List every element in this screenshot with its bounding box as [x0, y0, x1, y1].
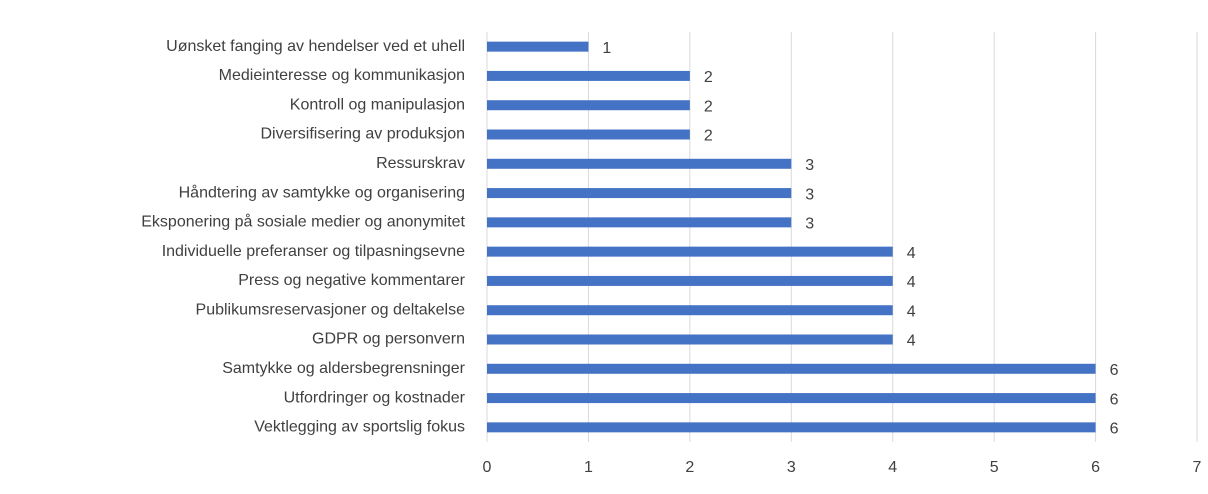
y-tick-label: Individuelle preferanser og tilpasningse… [162, 243, 465, 260]
bar [487, 100, 690, 111]
data-label: 4 [907, 303, 916, 320]
y-tick-label: Ressurskrav [376, 155, 465, 172]
data-label: 6 [1110, 362, 1119, 379]
data-label: 2 [704, 128, 713, 145]
data-label: 3 [805, 216, 814, 233]
y-tick-label: Samtykke og aldersbegrensninger [222, 360, 465, 377]
y-tick-label: Uønsket fanging av hendelser ved et uhel… [166, 38, 465, 55]
data-label: 4 [907, 333, 916, 350]
data-label: 3 [805, 186, 814, 203]
bar [487, 246, 893, 257]
bar [487, 41, 589, 52]
y-tick-label: Håndtering av samtykke og organisering [179, 183, 465, 201]
x-tick-label: 0 [483, 459, 492, 476]
y-tick-label: Press og negative kommentarer [238, 272, 465, 289]
x-tick-label: 1 [584, 459, 593, 476]
bar [487, 422, 1096, 433]
y-tick-label: Utfordringer og kostnader [284, 389, 466, 406]
y-tick-label: Medieinteresse og kommunikasjon [219, 67, 465, 84]
data-label: 1 [602, 40, 611, 57]
bar [487, 70, 690, 81]
y-tick-label: Vektlegging av sportslig fokus [254, 419, 465, 436]
data-label: 4 [907, 245, 916, 262]
bar [487, 334, 893, 345]
bar [487, 393, 1096, 404]
bar [487, 158, 792, 169]
x-tick-label: 3 [787, 459, 796, 476]
bar [487, 129, 690, 140]
y-tick-label: GDPR og personvern [312, 331, 465, 348]
y-tick-label: Diversifisering av produksjon [260, 126, 465, 143]
data-label: 2 [704, 98, 713, 115]
data-label: 6 [1110, 421, 1119, 438]
x-tick-label: 7 [1193, 459, 1202, 476]
data-label: 4 [907, 274, 916, 291]
y-tick-label: Publikumsreservasjoner og deltakelse [196, 301, 466, 318]
bar [487, 275, 893, 286]
bar [487, 188, 792, 199]
data-label: 2 [704, 69, 713, 86]
bar [487, 305, 893, 316]
x-tick-label: 4 [888, 459, 897, 476]
bar [487, 363, 1096, 374]
data-label: 3 [805, 157, 814, 174]
y-tick-label: Eksponering på sosiale medier og anonymi… [141, 213, 465, 231]
y-tick-label: Kontroll og manipulasjon [290, 96, 465, 113]
data-label: 6 [1110, 391, 1119, 408]
x-tick-label: 6 [1091, 459, 1100, 476]
x-tick-label: 5 [990, 459, 999, 476]
bar [487, 217, 792, 228]
x-tick-label: 2 [685, 459, 694, 476]
